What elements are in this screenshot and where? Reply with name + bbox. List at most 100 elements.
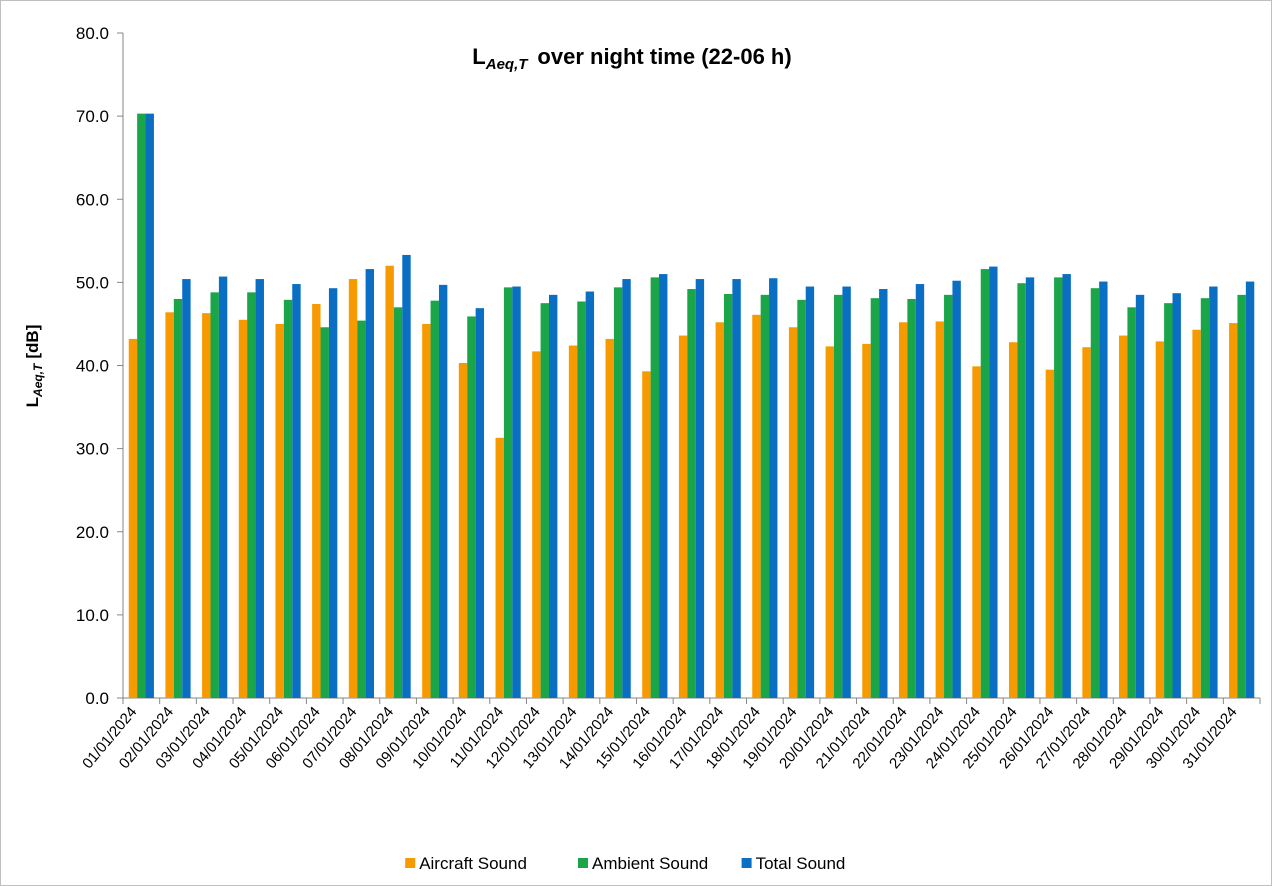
bar: [944, 294, 953, 698]
bar: [173, 299, 183, 698]
bar: [1229, 323, 1238, 698]
bar: [1082, 347, 1091, 698]
bar: [385, 265, 394, 698]
bar: [165, 312, 174, 698]
bar: [1054, 277, 1063, 698]
bar: [797, 299, 806, 698]
y-tick-label: 70.0: [76, 107, 109, 126]
bar: [732, 279, 741, 698]
bar: [467, 316, 476, 698]
bar: [585, 291, 595, 698]
y-tick-label: 20.0: [76, 523, 109, 542]
chart-title: LAeq,T over night time (22-06 h): [472, 44, 791, 73]
bar: [218, 276, 228, 698]
bar: [1135, 294, 1145, 698]
legend-label: Ambient Sound: [592, 854, 708, 873]
bar: [834, 294, 843, 698]
bar: [312, 303, 321, 698]
bar: [255, 279, 264, 698]
bar: [475, 308, 485, 698]
bar: [202, 313, 211, 698]
bar: [1025, 277, 1035, 698]
bar: [989, 266, 998, 698]
y-label-part: [dB]: [23, 325, 42, 359]
bar: [723, 294, 733, 698]
bar: [1155, 341, 1165, 698]
bar: [825, 346, 835, 698]
bar: [568, 345, 578, 698]
legend-swatch: [741, 858, 752, 868]
bar: [402, 254, 411, 698]
bar: [357, 320, 366, 698]
legend-label: Total Sound: [756, 854, 846, 873]
bar: [292, 284, 301, 698]
bar: [512, 286, 521, 698]
bar: [1172, 293, 1181, 698]
legend-label: Aircraft Sound: [419, 854, 527, 873]
y-tick-label: 30.0: [76, 440, 109, 459]
bar: [348, 279, 358, 698]
bar: [137, 113, 146, 699]
bar: [642, 371, 651, 698]
bar: [393, 307, 403, 698]
bar: [1209, 286, 1218, 698]
bar: [870, 298, 880, 698]
bar: [659, 274, 668, 698]
bar: [1062, 274, 1071, 698]
bar: [752, 314, 761, 698]
bar: [1008, 342, 1018, 698]
bar: [422, 323, 431, 698]
y-tick-label: 10.0: [76, 606, 109, 625]
bar: [805, 286, 815, 698]
bar: [1127, 307, 1136, 698]
bar: [605, 338, 614, 698]
bar: [283, 299, 293, 698]
bar: [438, 284, 448, 698]
bar: [238, 319, 248, 698]
bar: [540, 303, 549, 698]
bar: [842, 286, 851, 698]
bar: [1119, 335, 1128, 698]
y-label-subscript: Aeq,T: [31, 362, 45, 398]
bar: [622, 279, 631, 698]
bar: [1245, 281, 1255, 698]
bar: [328, 288, 338, 698]
bar: [788, 327, 798, 698]
bar: [972, 366, 981, 698]
bar: [365, 269, 375, 698]
bar: [907, 299, 916, 698]
bar: [862, 343, 871, 698]
bar: [1200, 298, 1210, 698]
bar: [715, 322, 724, 698]
bar: [1099, 281, 1108, 698]
bar: [915, 284, 925, 698]
bar: [458, 363, 468, 698]
bar: [980, 269, 990, 698]
bar: [577, 301, 586, 698]
bar: [769, 278, 778, 698]
y-label-part: L: [23, 397, 42, 407]
bar: [430, 300, 439, 698]
bar: [503, 287, 513, 698]
legend-swatch: [405, 858, 416, 868]
bar: [613, 287, 623, 698]
bar: [898, 322, 908, 698]
bar: [650, 277, 660, 698]
bar: [145, 113, 154, 699]
bar: [182, 279, 191, 698]
bar: [1192, 329, 1201, 698]
title-subscript: Aeq,T: [485, 56, 530, 73]
bar: [548, 294, 558, 698]
title-part: over night time (22-06 h): [537, 44, 791, 69]
y-tick-label: 80.0: [76, 24, 109, 43]
bar: [935, 321, 945, 698]
bar: [687, 289, 696, 698]
bar: [695, 279, 705, 698]
y-tick-label: 40.0: [76, 357, 109, 376]
bar: [275, 323, 284, 698]
legend-swatch: [578, 858, 588, 868]
bar: [128, 338, 138, 698]
bar: [1164, 303, 1173, 698]
bar: [678, 335, 688, 698]
